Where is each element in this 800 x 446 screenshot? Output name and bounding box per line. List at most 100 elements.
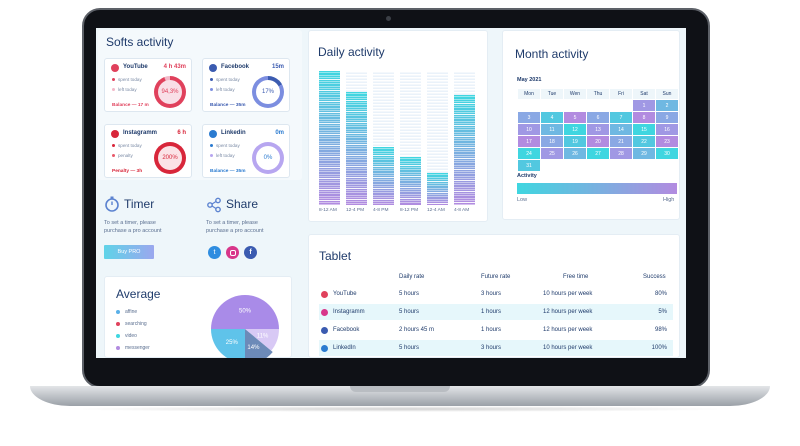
tablet-row[interactable]: Instagramm 5 hours 1 hours 12 hours per wee…: [319, 304, 673, 320]
month-calendar: Mon Tue Wen Thu Fri Sat Sun 1 2 3 4 5 6 7 8 9 10 11 12 13 14…: [517, 88, 679, 172]
card-legend-spent: spent today: [112, 143, 142, 148]
card-percent: 17%: [256, 80, 280, 104]
facebook-icon: f: [249, 249, 252, 256]
buy-pro-button[interactable]: Buy PRO: [104, 245, 154, 259]
card-percent: 0%: [256, 146, 280, 170]
twitter-share-button[interactable]: t: [208, 246, 221, 259]
tablet-daily-rate: 5 hours: [399, 291, 420, 297]
calendar-day[interactable]: 28: [610, 148, 632, 159]
calendar-day[interactable]: 24: [518, 148, 540, 159]
calendar-day[interactable]: 30: [656, 148, 678, 159]
calendar-day[interactable]: 27: [587, 148, 609, 159]
calendar-day[interactable]: 21: [610, 136, 632, 147]
calendar-day[interactable]: 6: [587, 112, 609, 123]
calendar-day[interactable]: 26: [564, 148, 586, 159]
daily-bar: [319, 71, 340, 205]
tablet-row[interactable]: LinkedIn 5 hours 3 hours 10 hours per week 1…: [319, 340, 673, 356]
weekday-header: Fri: [610, 89, 632, 99]
calendar-empty-cell: [541, 100, 563, 111]
calendar-day[interactable]: 11: [541, 124, 563, 135]
tablet-column-header: Daily rate: [399, 274, 425, 280]
calendar-day[interactable]: 5: [564, 112, 586, 123]
daily-x-label: 12-4 AM: [427, 208, 445, 213]
calendar-day[interactable]: 29: [633, 148, 655, 159]
average-legend-label: searching: [125, 321, 147, 327]
tablet-app-name: Instagramm: [333, 309, 365, 315]
card-balance: Penalty — 3h: [112, 169, 143, 174]
tablet-app-name: Facebook: [333, 327, 360, 333]
camera-icon: [386, 16, 391, 21]
calendar-day[interactable]: 4: [541, 112, 563, 123]
softs-card-youtube[interactable]: YouTube 4 h 43m spent today left today Balan…: [104, 58, 192, 112]
calendar-day[interactable]: 16: [656, 124, 678, 135]
tablet-daily-rate: 5 hours: [399, 345, 420, 351]
average-title: Average: [116, 287, 161, 301]
calendar-day[interactable]: 20: [587, 136, 609, 147]
card-spent-label: spent today: [216, 77, 240, 82]
legend-dot-icon: [116, 321, 120, 326]
daily-bar-track: [400, 71, 421, 205]
tablet-row[interactable]: YouTube 5 hours 3 hours 10 hours per week 80…: [319, 286, 673, 302]
calendar-empty-cell: [541, 160, 563, 171]
daily-x-label: 8-12 PM: [400, 208, 419, 213]
tablet-app-name: LinkedIn: [333, 345, 356, 351]
calendar-day[interactable]: 13: [587, 124, 609, 135]
month-label: May 2021: [517, 77, 542, 83]
card-legend-left: left today: [112, 87, 137, 92]
tablet-future-rate: 1 hours: [481, 309, 502, 315]
calendar-day[interactable]: 8: [633, 112, 655, 123]
weekday-header: Sun: [656, 89, 678, 99]
daily-bar: [373, 147, 394, 205]
facebook-share-button[interactable]: f: [244, 246, 257, 259]
legend-dot-icon: [112, 88, 115, 92]
calendar-day[interactable]: 19: [564, 136, 586, 147]
calendar-day[interactable]: 23: [656, 136, 678, 147]
calendar-empty-cell: [564, 160, 586, 171]
tablet-column-header: Success: [643, 274, 666, 280]
calendar-day[interactable]: 17: [518, 136, 540, 147]
daily-bar-track: [346, 71, 367, 205]
calendar-day[interactable]: 31: [518, 160, 540, 171]
calendar-day[interactable]: 12: [564, 124, 586, 135]
facebook-logo-icon: [209, 64, 217, 72]
calendar-day[interactable]: 15: [633, 124, 655, 135]
average-legend-item: searching: [116, 321, 147, 327]
softs-card-instagramm[interactable]: Instagramm 6 h spent today penalty Penalty —…: [104, 124, 192, 178]
calendar-day[interactable]: 7: [610, 112, 632, 123]
daily-bar: [400, 156, 421, 205]
timer-section: Timer To set a timer, please purchase a …: [102, 196, 202, 266]
calendar-day[interactable]: 2: [656, 100, 678, 111]
calendar-empty-cell: [656, 160, 678, 171]
laptop-notch: [350, 386, 450, 392]
tablet-free-time: 10 hours per week: [543, 291, 593, 297]
calendar-day[interactable]: 3: [518, 112, 540, 123]
softs-card-linkedin[interactable]: Linkedin 0m spent today left today Balance —…: [202, 124, 290, 178]
weekday-header: Tue: [541, 89, 563, 99]
legend-dot-icon: [210, 88, 213, 92]
calendar-day[interactable]: 9: [656, 112, 678, 123]
share-section: Share To set a timer, please purchase a …: [204, 196, 304, 266]
pie-slice-label: 25%: [226, 340, 239, 346]
card-left-label: left today: [118, 87, 137, 92]
card-balance: Balance — 35m: [210, 169, 246, 174]
calendar-day[interactable]: 14: [610, 124, 632, 135]
calendar-day[interactable]: 1: [633, 100, 655, 111]
instagram-share-button[interactable]: [226, 246, 239, 259]
calendar-empty-cell: [610, 160, 632, 171]
activity-scale-bar: [517, 183, 677, 194]
calendar-day[interactable]: 22: [633, 136, 655, 147]
timer-title: Timer: [124, 197, 155, 211]
calendar-day[interactable]: 10: [518, 124, 540, 135]
daily-bar: [454, 95, 475, 205]
softs-card-facebook[interactable]: Facebook 15m spent today left today Balance …: [202, 58, 290, 112]
calendar-day[interactable]: 25: [541, 148, 563, 159]
card-legend-left: left today: [210, 153, 235, 158]
calendar-day[interactable]: 18: [541, 136, 563, 147]
tablet-row[interactable]: Facebook 2 hours 45 m 1 hours 12 hours per …: [319, 322, 673, 338]
daily-bar: [427, 172, 448, 205]
laptop-base: [30, 386, 770, 406]
dashboard-screen: Softs activity YouTube 4 h 43m spent today…: [96, 28, 686, 358]
average-pie-chart: 50% 11% 14% 25%: [211, 295, 279, 358]
tablet-daily-rate: 5 hours: [399, 309, 420, 315]
tablet-free-time: 12 hours per week: [543, 309, 593, 315]
